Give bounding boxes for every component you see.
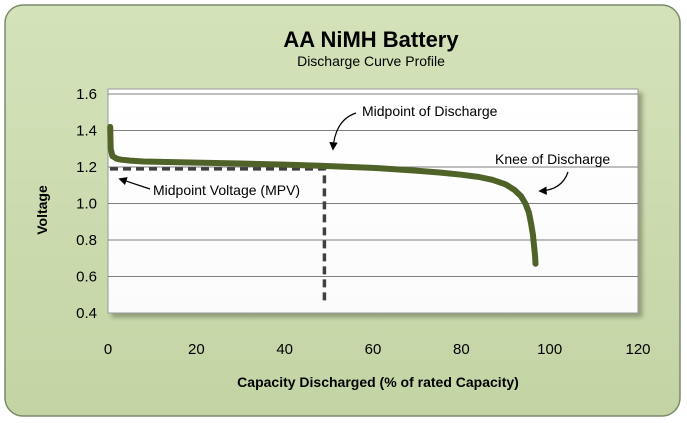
series-layer xyxy=(107,123,539,267)
annotation-midpoint-voltage: Midpoint Voltage (MPV) xyxy=(153,182,300,198)
x-axis-label: Capacity Discharged (% of rated Capacity… xyxy=(237,374,519,390)
chart-title: AA NiMH Battery xyxy=(283,27,459,52)
y-tick-label: 1.0 xyxy=(76,196,97,213)
y-tick-label: 1.4 xyxy=(76,123,97,140)
chart-card: AA NiMH Battery Discharge Curve Profile … xyxy=(4,4,681,417)
discharge-chart: AA NiMH Battery Discharge Curve Profile … xyxy=(4,4,681,417)
y-tick-label: 0.6 xyxy=(76,269,97,286)
chart-subtitle: Discharge Curve Profile xyxy=(297,53,445,69)
x-tick-label: 20 xyxy=(188,341,205,358)
plot-area xyxy=(107,88,639,314)
x-axis-ticks: 0 20 40 60 80 100 120 xyxy=(104,341,651,358)
x-tick-label: 60 xyxy=(365,341,382,358)
annotation-midpoint-of-discharge: Midpoint of Discharge xyxy=(362,103,498,119)
annotation-knee-of-discharge: Knee of Discharge xyxy=(495,151,610,167)
annotation-midpoint-voltage-arrow xyxy=(118,177,151,190)
discharge-curve xyxy=(107,123,539,267)
annotation-midpoint-of-discharge-arrow xyxy=(329,112,357,151)
x-tick-label: 40 xyxy=(276,341,293,358)
y-tick-label: 1.2 xyxy=(76,159,97,176)
y-tick-label: 0.4 xyxy=(76,305,97,322)
y-tick-label: 0.8 xyxy=(76,232,97,249)
x-tick-label: 0 xyxy=(104,341,112,358)
y-axis-label: Voltage xyxy=(34,185,50,235)
y-tick-label: 1.6 xyxy=(76,86,97,103)
x-tick-label: 100 xyxy=(537,341,562,358)
x-tick-label: 120 xyxy=(625,341,650,358)
y-axis-ticks: 0.4 0.6 0.8 1.0 1.2 1.4 1.6 xyxy=(76,86,97,322)
x-tick-label: 80 xyxy=(453,341,470,358)
annotation-knee-of-discharge-arrow xyxy=(538,171,569,195)
